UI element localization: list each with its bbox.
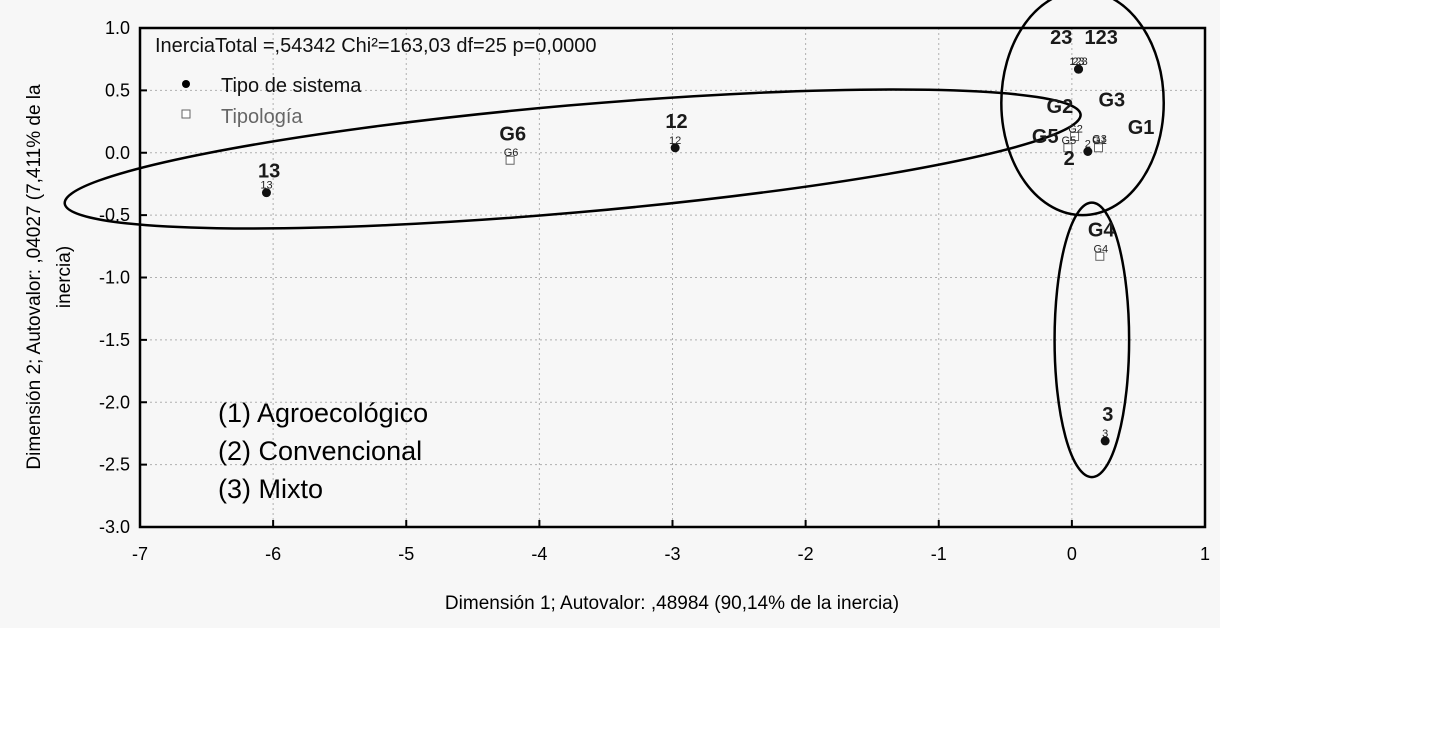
y-tick-label: 1.0 bbox=[105, 18, 130, 38]
point-label-G6: G6 bbox=[499, 123, 526, 145]
point-label-small-G2: G2 bbox=[1068, 124, 1083, 136]
group-ellipse bbox=[1053, 201, 1131, 479]
gridlines bbox=[140, 28, 1205, 527]
legend-marker-circle bbox=[182, 80, 190, 88]
legend-label-series-1: Tipo de sistema bbox=[221, 75, 362, 97]
point-label-12: 12 bbox=[665, 111, 687, 133]
y-axis-title-line-2: inercia) bbox=[54, 246, 75, 308]
chart-title: InerciaTotal =,54342 Chi²=163,03 df=25 p… bbox=[155, 35, 596, 57]
grouping-ellipses bbox=[63, 0, 1165, 479]
y-tick-label: -3.0 bbox=[99, 517, 130, 537]
chart-figure: -7 -6 -5 -4 -3 -2 -1 0 1 1.0 0.5 0.0 -0.5 -1.0 -1.5 -2.… bbox=[24, 0, 1211, 614]
point-G2 bbox=[1070, 132, 1080, 142]
point-label-small-G6: G6 bbox=[504, 147, 519, 159]
point-label-G3: G3 bbox=[1098, 90, 1125, 112]
point-label-G2: G2 bbox=[1047, 96, 1074, 118]
point-2 bbox=[1083, 147, 1093, 157]
point-label-small-13: 13 bbox=[260, 180, 272, 192]
x-tick-label: -3 bbox=[664, 544, 680, 564]
x-tick-label: 0 bbox=[1067, 544, 1077, 564]
point-label-G1: G1 bbox=[1128, 117, 1155, 139]
x-tick-label: -7 bbox=[132, 544, 148, 564]
y-tick-label: -1.5 bbox=[99, 330, 130, 350]
y-tick-label: 0.0 bbox=[105, 143, 130, 163]
x-tick-label: -1 bbox=[931, 544, 947, 564]
point-label-small-G5: G5 bbox=[1062, 135, 1077, 147]
point-label-small-G1: G1 bbox=[1092, 135, 1107, 147]
point-G4 bbox=[1095, 251, 1105, 261]
y-tick-label: -2.0 bbox=[99, 392, 130, 412]
point-13 bbox=[261, 188, 271, 198]
annotation-code-1: (1) Agroecológico bbox=[218, 398, 428, 428]
x-tick-label: -5 bbox=[398, 544, 414, 564]
point-label-2: 2 bbox=[1064, 148, 1075, 170]
axis-ticks: -7 -6 -5 -4 -3 -2 -1 0 1 1.0 0.5 0.0 -0.5 -1.0 -1.5 -2.… bbox=[99, 18, 1210, 564]
y-tick-label: 0.5 bbox=[105, 80, 130, 100]
annotation-code-3: (3) Mixto bbox=[218, 474, 323, 504]
x-tick-label: -2 bbox=[798, 544, 814, 564]
point-label-small-G3: G3 bbox=[1092, 134, 1107, 146]
y-tick-label: -0.5 bbox=[99, 205, 130, 225]
point-3 bbox=[1100, 436, 1110, 446]
y-tick-label: -2.5 bbox=[99, 455, 130, 475]
x-tick-label: -6 bbox=[265, 544, 281, 564]
point-label-small-2: 2 bbox=[1085, 139, 1091, 151]
x-tick-label: 1 bbox=[1200, 544, 1210, 564]
point-label-small-3: 3 bbox=[1102, 428, 1108, 440]
y-tick-label: -1.0 bbox=[99, 268, 130, 288]
group-ellipse bbox=[1000, 0, 1165, 217]
point-G6 bbox=[505, 155, 515, 165]
point-12 bbox=[670, 143, 680, 153]
point-label-G4: G4 bbox=[1088, 219, 1116, 241]
x-axis-title: Dimensión 1; Autovalor: ,48984 (90,14% d… bbox=[445, 593, 899, 614]
point-label-small-12: 12 bbox=[669, 135, 681, 147]
point-G5 bbox=[1063, 143, 1073, 153]
point-label-3: 3 bbox=[1102, 404, 1113, 426]
point-123 bbox=[1074, 64, 1084, 74]
y-axis-title-line-1: Dimensión 2; Autovalor: ,04027 (7,411% d… bbox=[24, 84, 45, 470]
point-label-23: 23 bbox=[1050, 27, 1072, 49]
legend-label-series-2: Tipología bbox=[221, 106, 303, 128]
ca-biplot: -7 -6 -5 -4 -3 -2 -1 0 1 1.0 0.5 0.0 -0.5 -1.0 -1.5 -2.… bbox=[24, 0, 1210, 614]
point-label-small-23: 23 bbox=[1072, 56, 1084, 68]
point-label-123: 123 bbox=[1084, 27, 1117, 49]
annotation-code-2: (2) Convencional bbox=[218, 436, 422, 466]
point-label-small-123: 123 bbox=[1069, 56, 1087, 68]
point-label-13: 13 bbox=[258, 161, 280, 183]
legend-marker-square bbox=[181, 109, 191, 119]
point-label-G5: G5 bbox=[1032, 126, 1059, 148]
group-ellipse bbox=[63, 88, 1082, 230]
x-tick-label: -4 bbox=[531, 544, 547, 564]
point-label-small-G4: G4 bbox=[1093, 243, 1108, 255]
point-G1 bbox=[1094, 143, 1103, 153]
